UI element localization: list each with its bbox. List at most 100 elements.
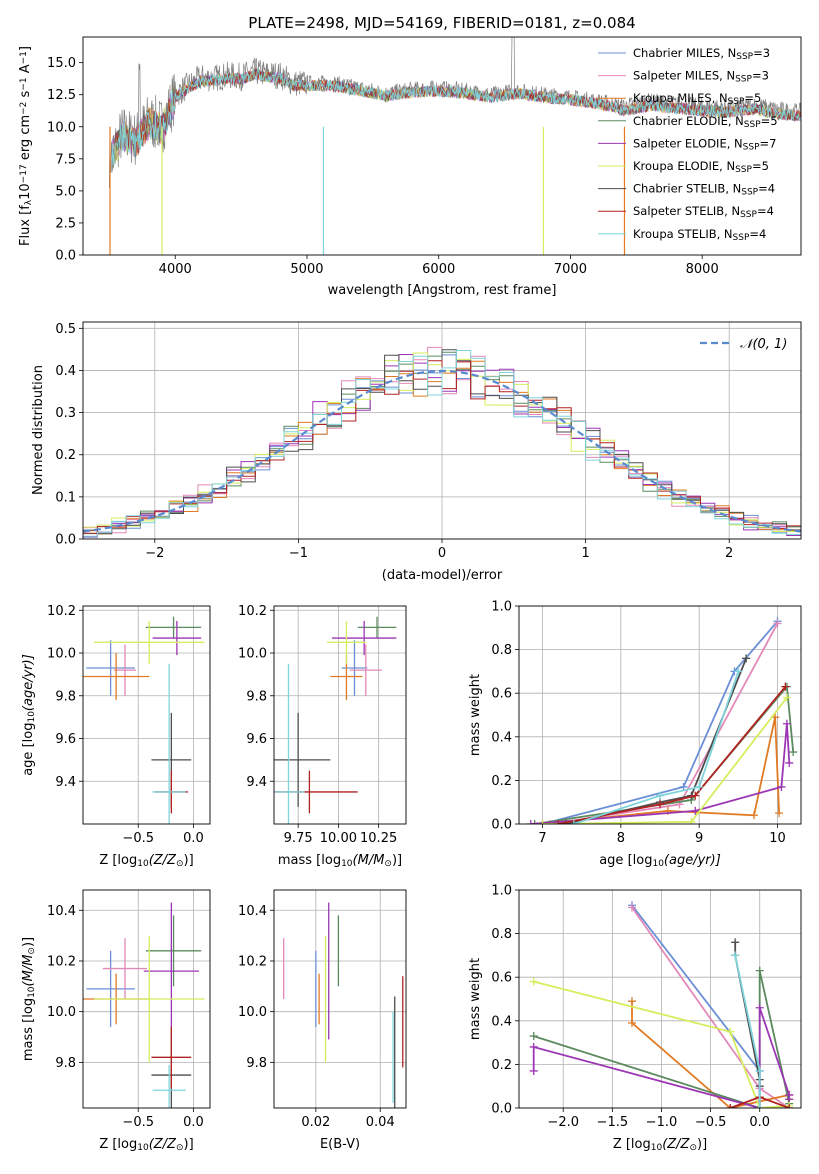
x-tick-label: 0.04	[366, 1115, 395, 1130]
x-axis-label: wavelength [Angstrom, rest frame]	[328, 283, 557, 298]
x-tick-label: 10.00	[320, 831, 357, 846]
x-axis-label-part: 10	[651, 1143, 663, 1153]
weight-marker	[781, 682, 790, 691]
x-axis-label-part: 10	[652, 859, 664, 869]
axes-frame	[518, 605, 802, 825]
x-axis-label-part: 10	[341, 859, 353, 869]
y-tick-label: 0.0	[55, 533, 76, 548]
x-axis-label: age [log10(age/yr)]	[599, 853, 721, 869]
chart-title: PLATE=2498, MJD=54169, FIBERID=0181, z=0…	[248, 14, 635, 32]
y-tick-label: 10.0	[47, 120, 76, 135]
axes-spectrum: 4000 5000 6000 7000 8000 0.0 2.5 5.0 7.5 10.0 12.5…	[47, 36, 802, 277]
x-axis-label: Z [log10(Z/Z⊙)]	[99, 1137, 193, 1153]
weight-marker	[691, 806, 700, 815]
x-axis-label-part: (Z/Z	[662, 1137, 690, 1152]
y-axis-label-part: −2	[19, 102, 29, 115]
y-tick-label: 1.0	[491, 600, 512, 615]
x-axis-label-part: )]	[697, 1137, 707, 1152]
y-axis-label: mass weight	[468, 674, 483, 756]
x-axis-label-part: age [log	[599, 853, 652, 868]
weight-marker	[742, 654, 751, 663]
y-tick-label: 0.0	[55, 249, 76, 264]
y-axis-label-part: s	[18, 90, 33, 101]
weight-marker	[782, 719, 791, 728]
y-tick-label: 10.0	[47, 1005, 76, 1020]
weight-marker	[569, 820, 578, 824]
y-axis-label-part: −17	[19, 164, 29, 183]
axes-frame	[518, 889, 802, 1109]
weight-line	[565, 657, 748, 824]
weight-marker	[755, 1066, 764, 1075]
weight-line	[533, 980, 790, 1108]
x-tick-label: −1	[289, 546, 308, 561]
y-axis-label-part: age [log	[21, 723, 36, 776]
x-axis-label-part: ⊙	[176, 1143, 184, 1153]
y-tick-label: 0.8	[491, 643, 512, 658]
weight-marker	[695, 782, 704, 791]
weight-marker	[755, 966, 764, 975]
y-tick-label: 10.0	[238, 647, 267, 662]
x-tick-label: 2	[725, 546, 733, 561]
weight-marker	[734, 667, 743, 676]
weight-marker	[782, 693, 791, 702]
x-axis-label-part: Z [log	[99, 853, 137, 868]
x-tick-label: 9	[695, 831, 703, 846]
legend-label-part: SSP	[741, 188, 758, 198]
weight-marker	[627, 1018, 636, 1027]
legend-label-part: Kroupa ELODIE, N	[633, 159, 735, 173]
weight-marker	[755, 1104, 764, 1108]
legend-label: 𝒩(0, 1)	[740, 337, 787, 352]
weight-marker	[526, 820, 535, 824]
plot-area-weight-vs-age	[519, 606, 801, 824]
y-tick-label: 9.6	[246, 732, 267, 747]
legend-label-part: =7	[760, 136, 777, 150]
x-tick-label: 10	[769, 831, 786, 846]
weight-line	[542, 620, 779, 824]
x-axis-label-part: 10	[137, 859, 149, 869]
x-tick-label: −1.5	[597, 1115, 629, 1130]
x-axis-label-part: mass [log	[278, 853, 341, 868]
y-axis-label-part: (age/yr)]	[21, 654, 36, 711]
y-tick-label: 0.6	[491, 687, 512, 702]
y-tick-label: 10.0	[238, 1005, 267, 1020]
y-axis-label: Normed distribution	[31, 365, 46, 495]
y-axis-label: mass weight	[468, 958, 483, 1040]
axes-frame	[82, 36, 802, 256]
legend-label-part: SSP	[743, 143, 760, 153]
y-tick-label: 10.4	[47, 904, 76, 919]
x-axis-label: Z [log10(Z/Z⊙)]	[613, 1137, 707, 1153]
legend-label: Salpeter STELIB, NSSP=4	[633, 204, 774, 220]
x-axis-label-part: Z [log	[613, 1137, 651, 1152]
legend-label-part: Kroupa STELIB, N	[633, 227, 733, 241]
y-axis-label-part: )]	[21, 937, 36, 947]
x-tick-label: 6000	[422, 262, 455, 277]
legend-label: Chabrier STELIB, NSSP=4	[633, 182, 775, 198]
weight-marker	[554, 820, 563, 824]
y-tick-label: 10.2	[238, 604, 267, 619]
y-axis-label-part: λ	[24, 199, 34, 205]
legend-label-part: Chabrier ELODIE, N	[633, 114, 744, 128]
y-axis-label-part: ⊙	[27, 947, 37, 955]
y-tick-label: 0.6	[491, 971, 512, 986]
y-tick-label: 9.8	[55, 689, 76, 704]
x-axis-label-part: (Z/Z	[149, 1137, 177, 1152]
y-tick-label: 2.5	[55, 216, 76, 231]
x-tick-label: 9.75	[284, 831, 313, 846]
weight-marker	[538, 820, 547, 824]
y-tick-label: 9.6	[55, 732, 76, 747]
x-tick-label: 1	[581, 546, 589, 561]
axes-frame	[273, 605, 407, 825]
plot-area-age-vs-mass	[274, 606, 406, 824]
y-tick-label: 1.0	[491, 884, 512, 899]
y-tick-label: 9.8	[55, 1056, 76, 1071]
x-axis-label-part: )]	[184, 853, 194, 868]
x-axis-label: mass [log10(M/M⊙)]	[278, 853, 402, 869]
y-axis-label-part: ]	[18, 46, 33, 51]
weight-marker	[726, 1104, 735, 1108]
weight-line	[573, 671, 740, 824]
x-axis-label-part: 10	[137, 1143, 149, 1153]
weight-marker	[785, 758, 794, 767]
axes-weight-vs-Z: −2.0 −1.5 −1.0 −0.5 0.0 0.0 0.2 0.4 0.6 0.8 1.0	[491, 884, 802, 1130]
legend-label: Salpeter ELODIE, NSSP=7	[633, 136, 776, 152]
weight-marker	[750, 811, 758, 820]
